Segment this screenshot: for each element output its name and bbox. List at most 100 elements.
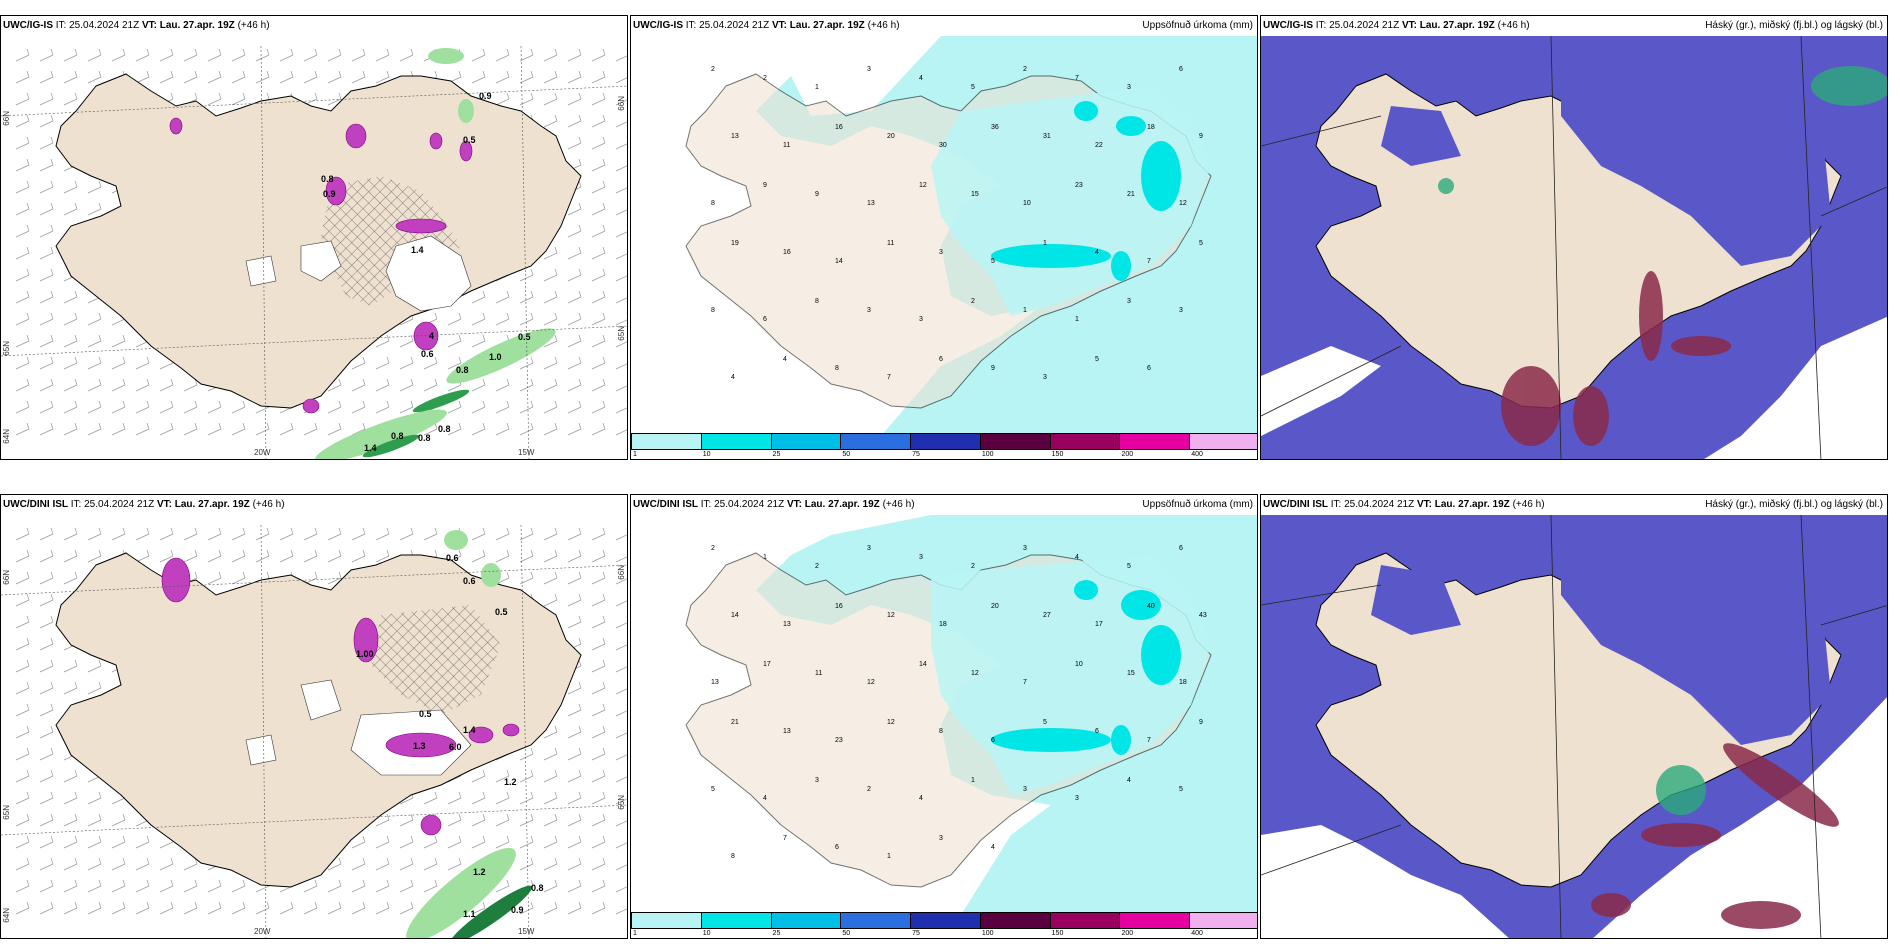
wind-barb-flag xyxy=(578,857,582,865)
wind-barb xyxy=(63,775,78,783)
wind-barb-flag xyxy=(602,879,606,887)
iceland-land xyxy=(55,73,582,409)
wind-barb-flag xyxy=(530,400,534,408)
precip-value: 5 xyxy=(1127,563,1131,570)
wind-barb xyxy=(591,841,606,849)
wind-barb xyxy=(15,643,30,651)
wind-barb xyxy=(87,533,102,541)
wind-barb-flag xyxy=(554,835,558,843)
wind-barb xyxy=(39,709,54,717)
wind-barb xyxy=(615,77,627,84)
wind-barb xyxy=(399,406,414,414)
wind-barb xyxy=(591,885,606,893)
wind-barb xyxy=(87,406,102,414)
wind-barb-flag xyxy=(626,528,627,530)
wind-barb xyxy=(567,362,582,370)
wind-barb-flag xyxy=(506,400,510,408)
wind-barb xyxy=(591,252,606,260)
wind-barb-flag xyxy=(74,857,78,865)
wind-barb-flag xyxy=(578,202,582,210)
wind-barb-flag xyxy=(458,857,462,865)
wind-barb xyxy=(567,252,582,260)
cloud-high-level xyxy=(1656,765,1706,815)
wind-barb-flag xyxy=(98,835,102,843)
wind-barb-flag xyxy=(458,791,462,799)
wind-barb xyxy=(207,577,222,585)
wind-barb xyxy=(543,841,558,849)
wind-barb-flag xyxy=(626,792,627,794)
wind-barb xyxy=(615,908,627,915)
wind-barb-flag xyxy=(26,549,30,557)
panel-wind-bottom: UWC/DINI ISL IT: 25.04.2024 21Z VT: Lau.… xyxy=(0,494,628,939)
wind-barb xyxy=(447,863,462,871)
wind-barb-flag xyxy=(482,813,486,821)
wind-barb xyxy=(519,98,534,106)
wind-barb xyxy=(39,841,54,849)
wind-barb-flag xyxy=(26,378,30,386)
wind-barb xyxy=(135,863,150,871)
wind-barb xyxy=(63,863,78,871)
wind-label: 0.9 xyxy=(479,91,492,101)
wind-barb xyxy=(87,797,102,805)
wind-barb-flag xyxy=(26,681,30,689)
wind-barb-flag xyxy=(74,378,78,386)
wind-barb-flag xyxy=(434,378,438,386)
wind-barb xyxy=(327,428,342,436)
wind-barb-flag xyxy=(410,879,414,887)
wind-barb-flag xyxy=(170,527,174,535)
wind-barb xyxy=(375,76,390,84)
precip-value: 3 xyxy=(815,777,819,784)
wind-barb xyxy=(279,76,294,84)
wind-barb-flag xyxy=(626,401,627,403)
wind-barb-flag xyxy=(122,879,126,887)
precip-value: 6 xyxy=(1179,66,1183,73)
wind-barb xyxy=(567,274,582,282)
wind-barb-flag xyxy=(554,356,558,364)
wind-barb-flag xyxy=(602,857,606,865)
wind-barb-flag xyxy=(554,857,558,865)
wind-barb-flag xyxy=(410,901,414,909)
precip-value: 40 xyxy=(1147,603,1155,610)
wind-barb xyxy=(519,362,534,370)
wind-barb-flag xyxy=(530,92,534,100)
precip-magenta xyxy=(161,557,520,836)
wind-barb xyxy=(351,533,366,541)
wind-barb-flag xyxy=(434,70,438,78)
wind-label: 0.9 xyxy=(323,189,336,199)
precip-values: 2123323456141316121820271740431317111214… xyxy=(711,545,1207,860)
wind-barb-flag xyxy=(146,835,150,843)
wind-barb xyxy=(591,274,606,282)
wind-barb xyxy=(231,428,246,436)
wind-label: 1.4 xyxy=(364,443,377,453)
wind-barb xyxy=(543,362,558,370)
wind-barb xyxy=(303,54,318,62)
wind-barb xyxy=(111,384,126,392)
wind-barb xyxy=(591,599,606,607)
wind-label: 0.6 xyxy=(446,553,459,563)
wind-barb xyxy=(567,296,582,304)
wind-barb xyxy=(591,775,606,783)
wind-barb xyxy=(471,340,486,348)
wind-barb-flag xyxy=(578,246,582,254)
wind-barb xyxy=(615,622,627,629)
colorbar-tick: 200 xyxy=(1121,451,1134,458)
wind-barb-flag xyxy=(626,269,627,271)
wind-barb-flag xyxy=(314,422,318,430)
wind-barb-flag xyxy=(290,422,294,430)
map-borders xyxy=(1261,514,1887,938)
wind-barb xyxy=(111,428,126,436)
wind-barb xyxy=(327,907,342,915)
wind-barb xyxy=(15,709,30,717)
wind-barb xyxy=(111,885,126,893)
wind-barb-flag xyxy=(602,356,606,364)
colorbar-swatch xyxy=(1189,912,1257,929)
wind-barb-flag xyxy=(578,312,582,320)
wind-barb xyxy=(375,885,390,893)
precip-value: 2 xyxy=(867,786,871,793)
precip-value: 9 xyxy=(1199,133,1203,140)
wind-barb xyxy=(159,406,174,414)
wind-barb-flag xyxy=(530,769,534,777)
wind-barb-flag xyxy=(530,268,534,276)
wind-label: 0.5 xyxy=(495,607,508,617)
wind-barb xyxy=(39,885,54,893)
